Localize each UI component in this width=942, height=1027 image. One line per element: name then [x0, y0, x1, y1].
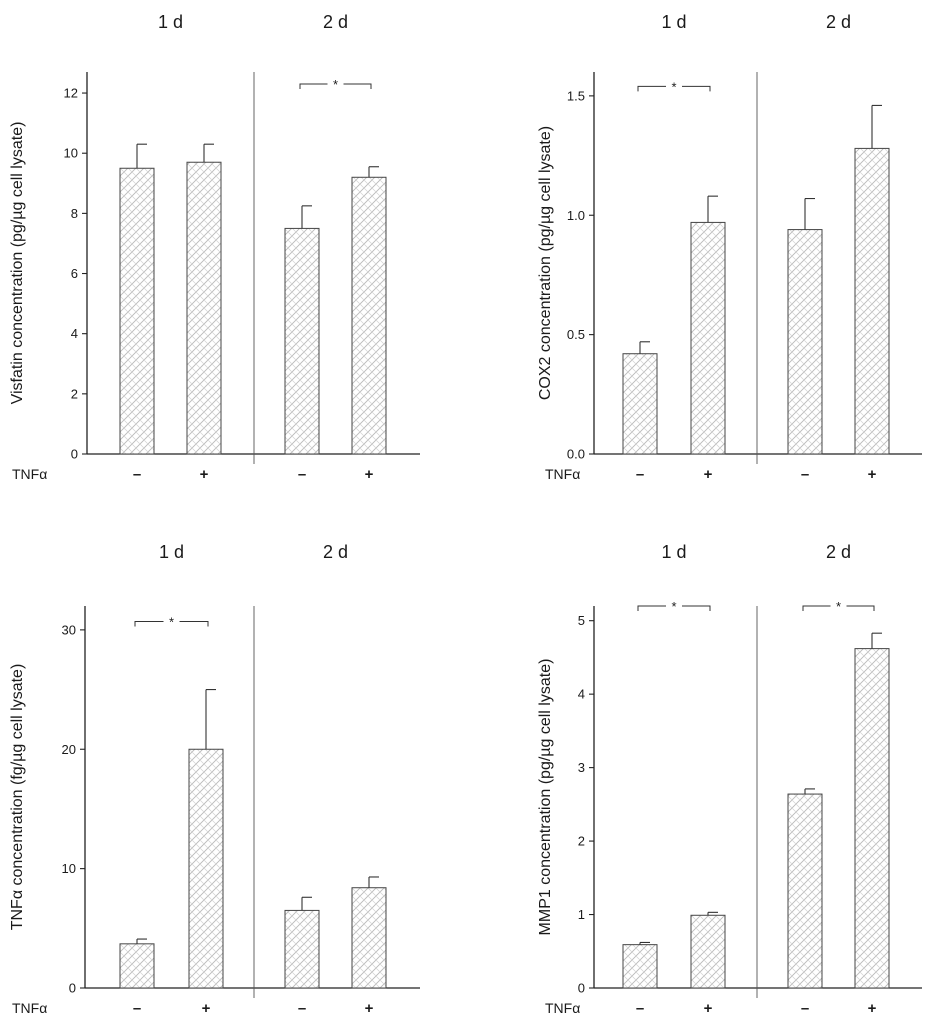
y-tick-label: 4 — [71, 326, 78, 341]
y-tick-label: 8 — [71, 206, 78, 221]
tnf-row-label: TNFα — [545, 1000, 580, 1016]
significance-bracket-left — [299, 83, 328, 90]
significance-bracket-right — [682, 85, 711, 92]
significance-bracket-right — [846, 605, 875, 611]
group-label-2d: 2 d — [323, 542, 348, 562]
treatment-label: + — [868, 1000, 877, 1017]
treatment-label: – — [801, 1000, 809, 1017]
bar — [787, 793, 823, 989]
treatment-label: – — [636, 1000, 644, 1017]
treatment-label: + — [365, 466, 374, 483]
chart-panel-4: 0 1 2 3 4 5 MMP1 concentration (pg/µg cell lys… — [537, 542, 922, 1017]
treatment-label: – — [298, 466, 306, 483]
y-tick-label: 6 — [71, 266, 78, 281]
bar — [351, 176, 387, 455]
tnf-row-label: TNFα — [12, 1000, 47, 1016]
treatment-label: – — [801, 466, 809, 483]
y-tick-label: 0 — [69, 981, 76, 996]
y-tick-label: 0.5 — [567, 327, 585, 342]
treatment-label: – — [133, 1000, 141, 1017]
group-label-1d: 1 d — [159, 542, 184, 562]
treatment-label: + — [202, 1000, 211, 1017]
significance-bracket-left — [637, 85, 666, 92]
group-label-1d: 1 d — [661, 542, 686, 562]
treatment-label: – — [133, 466, 141, 483]
bar — [119, 167, 155, 455]
bar — [186, 161, 222, 455]
y-tick-label: 1.0 — [567, 208, 585, 223]
y-tick-label: 0 — [71, 447, 78, 462]
bar — [284, 909, 320, 989]
group-label-2d: 2 d — [323, 12, 348, 32]
significance-star: * — [671, 599, 676, 614]
group-label-1d: 1 d — [661, 12, 686, 32]
y-tick-label: 30 — [62, 622, 76, 637]
bar — [351, 887, 387, 989]
tnf-row-label: TNFα — [545, 466, 580, 482]
y-tick-label: 10 — [62, 861, 76, 876]
bar — [854, 648, 890, 989]
bar — [854, 147, 890, 455]
y-axis-title: COX2 concentration (pg/µg cell lysate) — [537, 126, 554, 400]
y-tick-label: 12 — [64, 86, 78, 101]
y-tick-label: 1.5 — [567, 88, 585, 103]
y-tick-label: 5 — [578, 613, 585, 628]
treatment-label: – — [636, 466, 644, 483]
bar — [690, 221, 726, 455]
significance-bracket-right — [179, 621, 209, 627]
y-tick-label: 10 — [64, 146, 78, 161]
significance-star: * — [671, 79, 676, 94]
y-axis-title: TNFα concentration (fg/µg cell lysate) — [9, 664, 26, 931]
y-tick-label: 3 — [578, 760, 585, 775]
significance-bracket-left — [802, 605, 831, 611]
group-label-2d: 2 d — [826, 12, 851, 32]
group-label-1d: 1 d — [158, 12, 183, 32]
chart-panel-1: 0 2 4 6 8 10 12 Visfatin concentration (pg/µg c… — [9, 12, 420, 483]
bar — [622, 353, 658, 455]
treatment-label: + — [704, 1000, 713, 1017]
significance-bracket-right — [343, 83, 372, 90]
treatment-label: + — [200, 466, 209, 483]
treatment-label: + — [704, 466, 713, 483]
y-tick-label: 0 — [578, 981, 585, 996]
bar — [284, 227, 320, 455]
y-tick-label: 4 — [578, 687, 585, 702]
y-tick-label: 0.0 — [567, 447, 585, 462]
y-tick-label: 2 — [71, 386, 78, 401]
bar — [119, 943, 155, 989]
significance-bracket-left — [637, 605, 666, 611]
treatment-label: + — [365, 1000, 374, 1017]
chart-panel-2: 0.0 0.5 1.0 1.5 COX2 concentration (pg/µg ce… — [537, 12, 922, 483]
treatment-label: + — [868, 466, 877, 483]
significance-bracket-left — [134, 621, 164, 627]
bar — [188, 748, 224, 989]
significance-bracket-right — [682, 605, 711, 611]
y-tick-label: 20 — [62, 742, 76, 757]
y-tick-label: 1 — [578, 907, 585, 922]
significance-star: * — [836, 599, 841, 614]
significance-star: * — [333, 77, 338, 92]
treatment-label: – — [298, 1000, 306, 1017]
bar — [690, 914, 726, 989]
tnf-row-label: TNFα — [12, 466, 47, 482]
group-label-2d: 2 d — [826, 542, 851, 562]
significance-star: * — [169, 615, 174, 630]
y-axis-title: MMP1 concentration (pg/µg cell lysate) — [537, 659, 554, 936]
y-tick-label: 2 — [578, 834, 585, 849]
y-axis-title: Visfatin concentration (pg/µg cell lysat… — [9, 122, 26, 405]
chart-panel-3: 0 10 20 30 TNFα concentration (fg/µg cell ly… — [9, 542, 420, 1017]
bar — [622, 944, 658, 989]
bar — [787, 229, 823, 455]
